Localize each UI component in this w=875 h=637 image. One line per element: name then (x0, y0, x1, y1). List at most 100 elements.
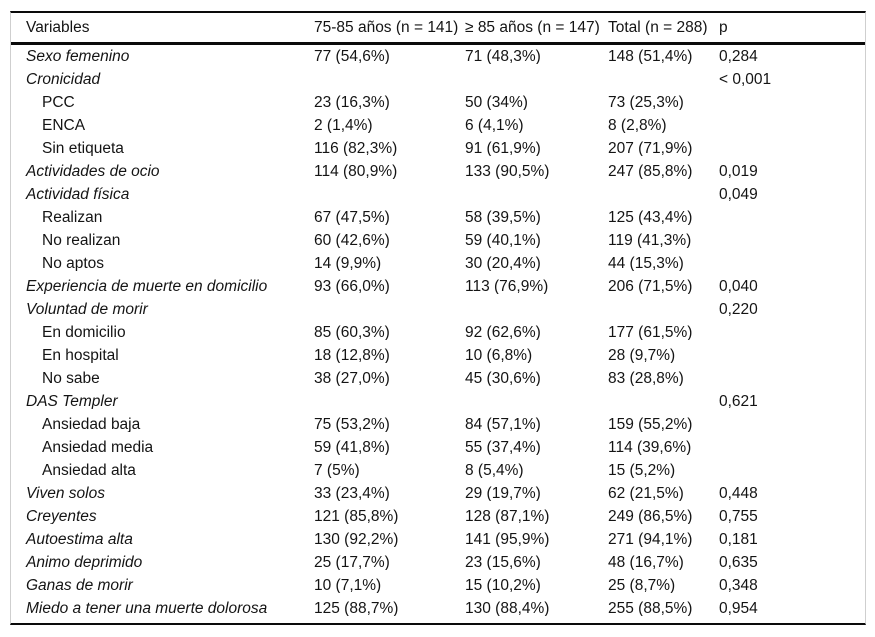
table-row: Cronicidad < 0,001 (11, 68, 865, 91)
table-row: ENCA 2 (1,4%) 6 (4,1%) 8 (2,8%) (11, 114, 865, 137)
cell-total: 28 (9,7%) (608, 347, 676, 364)
row-label: No sabe (42, 370, 100, 387)
table-row: Actividad física 0,049 (11, 183, 865, 206)
cell-75-85: 7 (5%) (314, 462, 360, 479)
cell-85plus: 8 (5,4%) (465, 462, 524, 479)
row-label: Creyentes (26, 508, 97, 525)
cell-total: 73 (25,3%) (608, 94, 684, 111)
column-header-variables: Variables (26, 19, 90, 36)
table-row: Sin etiqueta 116 (82,3%) 91 (61,9%) 207 (71… (11, 137, 865, 160)
cell-85plus: 113 (76,9%) (465, 278, 549, 295)
cell-p: 0,181 (719, 531, 758, 548)
row-label: Actividades de ocio (26, 163, 160, 180)
table-row: Ánimo deprimido 25 (17,7%) 23 (15,6%) 48 (1… (11, 551, 865, 574)
table-row: Ansiedad alta 7 (5%) 8 (5,4%) 15 (5,2%) (11, 459, 865, 482)
cell-total: 44 (15,3%) (608, 255, 684, 272)
table-row: En domicilio 85 (60,3%) 92 (62,6%) 177 (61,… (11, 321, 865, 344)
cell-85plus: 30 (20,4%) (465, 255, 541, 272)
row-label: En hospital (42, 347, 119, 364)
column-header-75-85: 75-85 años (n = 141) (314, 19, 459, 36)
row-label: Ansiedad alta (42, 462, 136, 479)
cell-total: 48 (16,7%) (608, 554, 684, 571)
cell-75-85: 59 (41,8%) (314, 439, 390, 456)
cell-total: 247 (85,8%) (608, 163, 693, 180)
table-row: PCC 23 (16,3%) 50 (34%) 73 (25,3%) (11, 91, 865, 114)
cell-75-85: 23 (16,3%) (314, 94, 390, 111)
cell-p: 0,448 (719, 485, 758, 502)
row-label: Cronicidad (26, 71, 101, 88)
cell-85plus: 84 (57,1%) (465, 416, 541, 433)
cell-85plus: 6 (4,1%) (465, 117, 524, 134)
cell-total: 255 (88,5%) (608, 600, 693, 617)
cell-total: 8 (2,8%) (608, 117, 667, 134)
cell-p: 0,040 (719, 278, 758, 295)
cell-75-85: 38 (27,0%) (314, 370, 390, 387)
table-header-row: Variables 75-85 años (n = 141) ≥ 85 años… (11, 13, 865, 45)
cell-85plus: 71 (48,3%) (465, 48, 541, 65)
table-row: DAS Templer 0,621 (11, 390, 865, 413)
cell-75-85: 10 (7,1%) (314, 577, 382, 594)
cell-75-85: 2 (1,4%) (314, 117, 373, 134)
cell-p: 0,220 (719, 301, 758, 318)
table-row: Sexo femenino 77 (54,6%) 71 (48,3%) 148 (51… (11, 45, 865, 68)
row-label: En domicilio (42, 324, 126, 341)
cell-75-85: 14 (9,9%) (314, 255, 382, 272)
table-row: Miedo a tener una muerte dolorosa 125 (88… (11, 597, 865, 620)
table-row: Ganas de morir 10 (7,1%) 15 (10,2%) 25 (8,7… (11, 574, 865, 597)
row-label: Miedo a tener una muerte dolorosa (26, 600, 268, 617)
table-row: Experiencia de muerte en domicilio 93 (66… (11, 275, 865, 298)
cell-75-85: 60 (42,6%) (314, 232, 390, 249)
cell-total: 206 (71,5%) (608, 278, 693, 295)
table-row: No aptos 14 (9,9%) 30 (20,4%) 44 (15,3%) (11, 252, 865, 275)
table-row: No realizan 60 (42,6%) 59 (40,1%) 119 (41,3… (11, 229, 865, 252)
row-label: Ganas de morir (26, 577, 133, 594)
row-label: Voluntad de morir (26, 301, 148, 318)
cell-total: 177 (61,5%) (608, 324, 693, 341)
row-label: Ansiedad baja (42, 416, 141, 433)
cell-p: 0,348 (719, 577, 758, 594)
cell-75-85: 130 (92,2%) (314, 531, 399, 548)
cell-85plus: 128 (87,1%) (465, 508, 550, 525)
cell-total: 62 (21,5%) (608, 485, 684, 502)
cell-75-85: 93 (66,0%) (314, 278, 390, 295)
cell-total: 15 (5,2%) (608, 462, 676, 479)
table-row: En hospital 18 (12,8%) 10 (6,8%) 28 (9,7%) (11, 344, 865, 367)
cell-total: 114 (39,6%) (608, 439, 692, 456)
cell-85plus: 58 (39,5%) (465, 209, 541, 226)
cell-total: 159 (55,2%) (608, 416, 693, 433)
row-label: Ánimo deprimido (26, 554, 143, 571)
cell-85plus: 130 (88,4%) (465, 600, 550, 617)
row-label: Sin etiqueta (42, 140, 124, 157)
cell-75-85: 33 (23,4%) (314, 485, 390, 502)
cell-85plus: 29 (19,7%) (465, 485, 541, 502)
row-label: Experiencia de muerte en domicilio (26, 278, 268, 295)
cell-p: 0,621 (719, 393, 758, 410)
cell-total: 148 (51,4%) (608, 48, 693, 65)
row-label: DAS Templer (26, 393, 118, 410)
table-row: Ansiedad baja 75 (53,2%) 84 (57,1%) 159 (55… (11, 413, 865, 436)
cell-total: 83 (28,8%) (608, 370, 684, 387)
cell-75-85: 125 (88,7%) (314, 600, 399, 617)
table-row: Viven solos 33 (23,4%) 29 (19,7%) 62 (21,5%… (11, 482, 865, 505)
column-header-p: p (719, 19, 728, 36)
table-row: Voluntad de morir 0,220 (11, 298, 865, 321)
cell-p: 0,954 (719, 600, 758, 617)
cell-total: 249 (86,5%) (608, 508, 693, 525)
cell-85plus: 10 (6,8%) (465, 347, 533, 364)
cell-75-85: 67 (47,5%) (314, 209, 390, 226)
cell-85plus: 91 (61,9%) (465, 140, 541, 157)
cell-85plus: 45 (30,6%) (465, 370, 541, 387)
table-row: Creyentes 121 (85,8%) 128 (87,1%) 249 (86,5… (11, 505, 865, 528)
cell-total: 271 (94,1%) (608, 531, 693, 548)
cell-p: 0,635 (719, 554, 758, 571)
cell-p: 0,284 (719, 48, 758, 65)
table-row: Realizan 67 (47,5%) 58 (39,5%) 125 (43,4%) (11, 206, 865, 229)
cell-75-85: 75 (53,2%) (314, 416, 390, 433)
cell-85plus: 141 (95,9%) (465, 531, 550, 548)
cell-75-85: 85 (60,3%) (314, 324, 390, 341)
cell-p: 0,049 (719, 186, 758, 203)
cell-p: < 0,001 (719, 71, 772, 88)
row-label: No aptos (42, 255, 105, 272)
column-header-85plus: ≥ 85 años (n = 147) (465, 19, 600, 36)
